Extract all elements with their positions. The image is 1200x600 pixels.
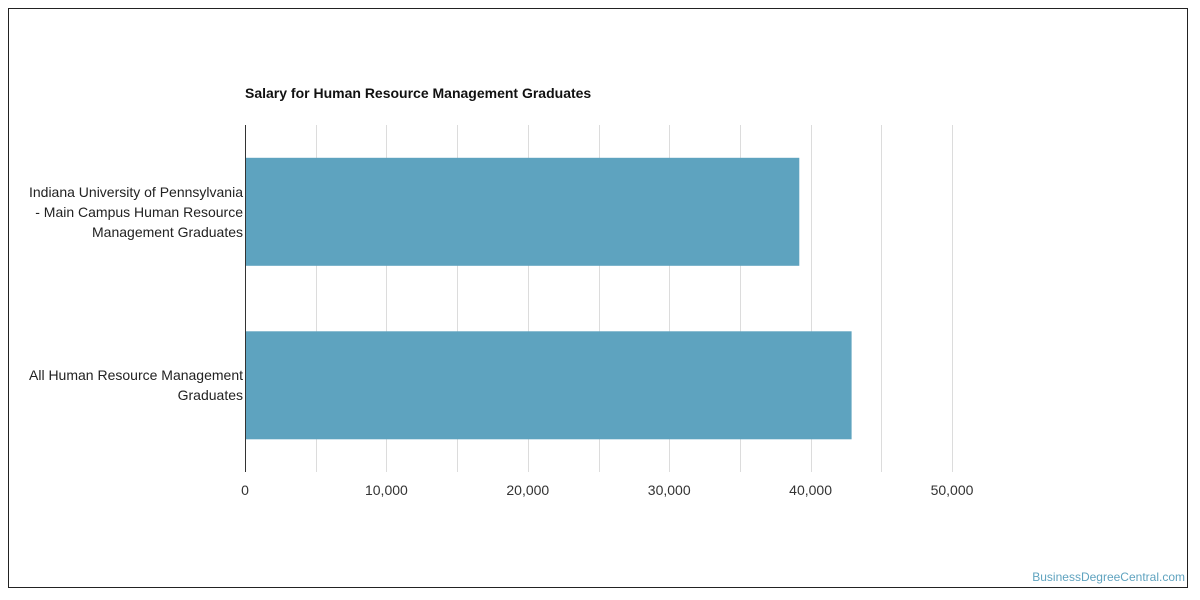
bar (245, 331, 852, 440)
bar (245, 157, 800, 266)
x-tick-label: 50,000 (931, 482, 974, 498)
category-label: Indiana University of Pennsylvania - Main… (7, 182, 243, 242)
category-label: All Human Resource Management Graduates (7, 365, 243, 405)
category-label-line: All Human Resource Management (29, 367, 243, 384)
site-credit[interactable]: BusinessDegreeCentral.com (1032, 570, 1185, 584)
x-tick-label: 10,000 (365, 482, 408, 498)
category-label-line: Indiana University of Pennsylvania (28, 183, 243, 200)
x-tick-label: 30,000 (648, 482, 691, 498)
category-label-line: - Main Campus Human Resource (35, 203, 243, 220)
x-tick-label: 20,000 (506, 482, 549, 498)
category-label-line: Graduates (177, 387, 243, 404)
category-label-line: Management Graduates (92, 223, 243, 240)
x-tick-label: 40,000 (789, 482, 832, 498)
chart-title: Salary for Human Resource Management Gra… (245, 85, 592, 101)
chart-frame (8, 8, 1188, 588)
x-tick-label: 0 (241, 482, 249, 498)
